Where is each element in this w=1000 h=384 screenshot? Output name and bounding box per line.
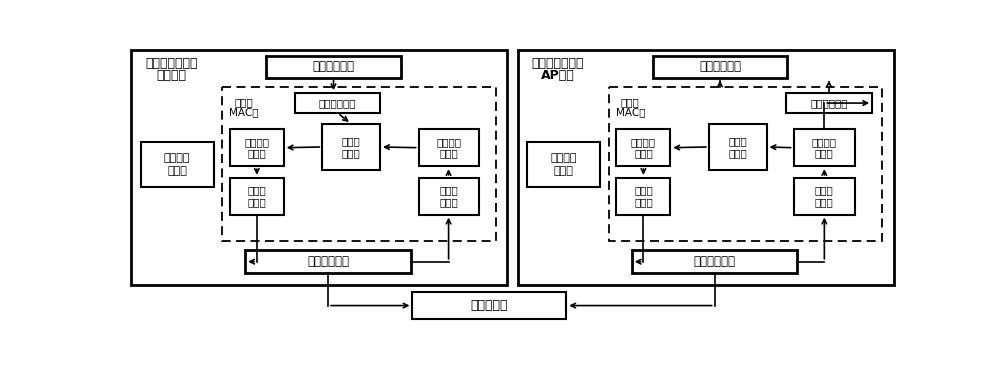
Bar <box>412 293 566 319</box>
Text: 第一控
制模块: 第一控 制模块 <box>342 136 361 158</box>
Text: 网络层及上层: 网络层及上层 <box>699 60 741 73</box>
Bar <box>794 129 855 166</box>
Bar <box>295 93 380 113</box>
Bar <box>230 178 284 215</box>
Bar <box>527 142 600 187</box>
Bar <box>518 50 894 285</box>
Text: 太赫兹信道: 太赫兹信道 <box>471 299 508 312</box>
Text: 太赫兹定: 太赫兹定 <box>164 154 190 164</box>
Text: 太赫兹定: 太赫兹定 <box>550 154 577 164</box>
Text: 第一接
收模块: 第一接 收模块 <box>439 185 458 207</box>
Text: 太赫兹网络设备: 太赫兹网络设备 <box>532 57 584 70</box>
Text: 第二发
送模块: 第二发 送模块 <box>634 185 653 207</box>
Text: MAC层: MAC层 <box>229 107 259 117</box>
Text: 向天线: 向天线 <box>167 166 187 176</box>
Bar <box>632 250 797 273</box>
Text: 第二控
制模块: 第二控 制模块 <box>728 136 747 158</box>
Text: 接收缓存模块: 接收缓存模块 <box>810 98 848 108</box>
Bar <box>141 142 214 187</box>
Bar <box>786 93 872 113</box>
Bar <box>222 87 496 241</box>
Text: AP节点: AP节点 <box>541 69 575 82</box>
Bar <box>230 129 284 166</box>
Text: 第二帧解
析模块: 第二帧解 析模块 <box>812 137 837 159</box>
Bar <box>609 87 882 241</box>
Text: 第一帧生
成模块: 第一帧生 成模块 <box>244 137 269 159</box>
Bar <box>419 129 479 166</box>
Bar <box>616 178 670 215</box>
Bar <box>653 56 787 78</box>
Text: 第一发
送模块: 第一发 送模块 <box>247 185 266 207</box>
Bar <box>616 129 670 166</box>
Text: 边缘节点: 边缘节点 <box>156 69 186 82</box>
Bar <box>419 178 479 215</box>
Text: 太赫兹物理层: 太赫兹物理层 <box>694 255 736 268</box>
Bar <box>266 56 401 78</box>
Bar <box>131 50 507 285</box>
Text: 向天线: 向天线 <box>554 166 574 176</box>
Text: 发送缓存模块: 发送缓存模块 <box>319 98 356 108</box>
Text: 太赫兹: 太赫兹 <box>621 97 640 107</box>
Text: 太赫兹网络设备: 太赫兹网络设备 <box>145 57 198 70</box>
Text: 第二接
收模块: 第二接 收模块 <box>815 185 834 207</box>
Text: MAC层: MAC层 <box>616 107 645 117</box>
Bar <box>245 250 411 273</box>
Bar <box>322 124 380 170</box>
Text: 太赫兹物理层: 太赫兹物理层 <box>307 255 349 268</box>
Bar <box>709 124 767 170</box>
Bar <box>794 178 855 215</box>
Text: 网络层及上层: 网络层及上层 <box>312 60 354 73</box>
Text: 第二帧生
成模块: 第二帧生 成模块 <box>631 137 656 159</box>
Text: 第一帧解
析模块: 第一帧解 析模块 <box>436 137 461 159</box>
Text: 太赫兹: 太赫兹 <box>234 97 253 107</box>
